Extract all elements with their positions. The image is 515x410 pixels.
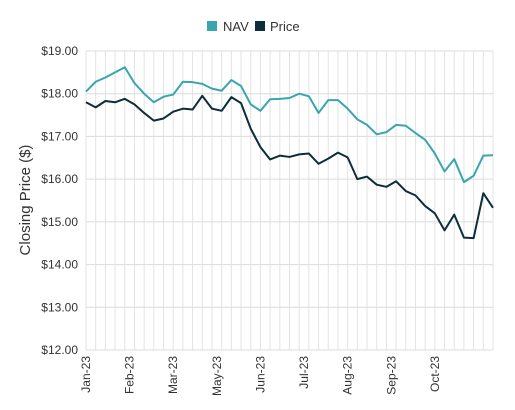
series-line-price bbox=[85, 94, 494, 240]
y-tick-label: $16.00 bbox=[41, 172, 78, 186]
y-tick-label: $17.00 bbox=[41, 129, 78, 143]
y-tick-label: $18.00 bbox=[41, 87, 78, 101]
x-tick-label: Mar-23 bbox=[166, 356, 180, 394]
legend: NAV Price bbox=[207, 19, 300, 34]
y-axis-label: Closing Price ($) bbox=[17, 145, 34, 256]
legend-label-price: Price bbox=[270, 19, 300, 34]
x-tick-label: Jan-23 bbox=[79, 356, 93, 393]
series-lines bbox=[85, 66, 494, 240]
grid bbox=[85, 50, 494, 351]
y-tick-label: $12.00 bbox=[41, 343, 78, 357]
series-line-nav bbox=[85, 66, 494, 184]
axes: $12.00 $13.00 $14.00 $15.00 $16.00 $17.00 $18.… bbox=[41, 44, 442, 396]
x-tick-label: Feb-23 bbox=[123, 356, 137, 394]
legend-swatch-price bbox=[255, 21, 265, 31]
x-tick-label: Sep-23 bbox=[384, 356, 398, 395]
x-tick-label: May-23 bbox=[210, 356, 224, 396]
x-tick-label: Oct-23 bbox=[428, 356, 442, 392]
x-tick-label: Jul-23 bbox=[297, 356, 311, 389]
x-tick-label: Jun-23 bbox=[253, 356, 267, 393]
y-tick-label: $13.00 bbox=[41, 300, 78, 314]
y-tick-label: $15.00 bbox=[41, 215, 78, 229]
legend-label-nav: NAV bbox=[223, 19, 249, 34]
legend-swatch-nav bbox=[207, 21, 217, 31]
y-tick-label: $19.00 bbox=[41, 44, 78, 58]
y-tick-label: $14.00 bbox=[41, 258, 78, 272]
x-tick-label: Aug-23 bbox=[341, 356, 355, 395]
